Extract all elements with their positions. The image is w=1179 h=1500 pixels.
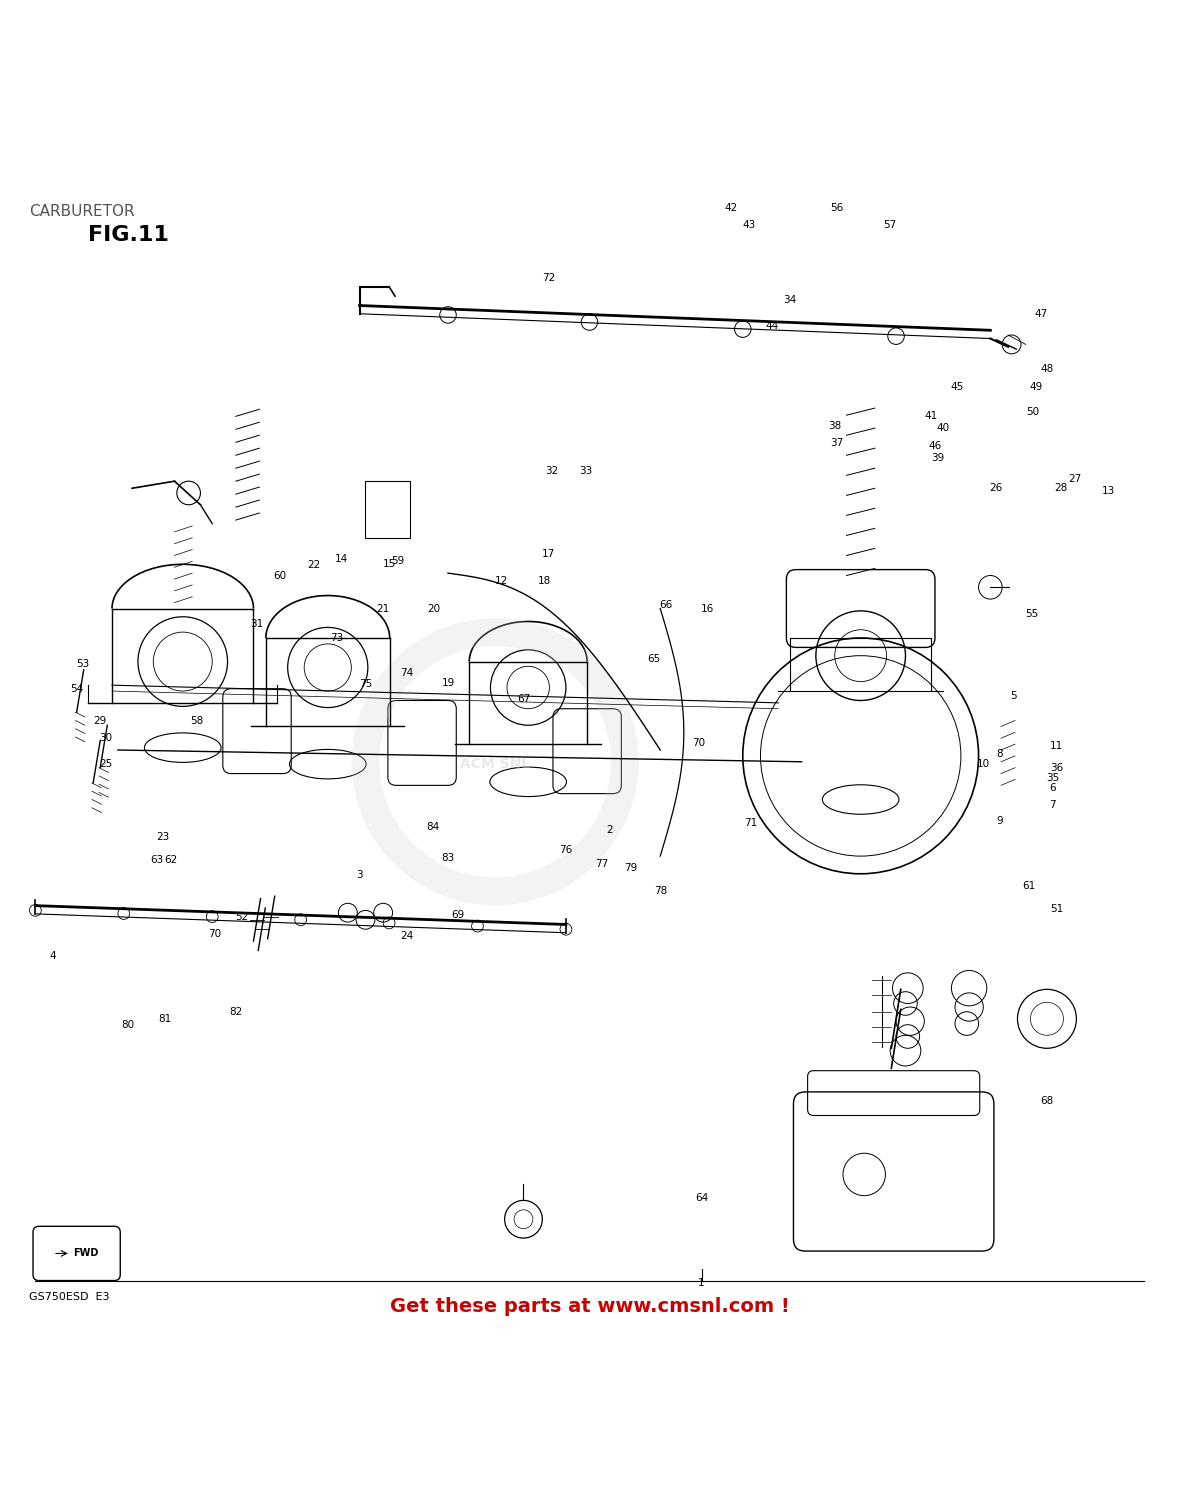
Text: 65: 65 <box>647 654 661 664</box>
Text: 62: 62 <box>164 855 178 864</box>
Text: CARBURETOR: CARBURETOR <box>29 204 136 219</box>
Text: 58: 58 <box>190 716 204 726</box>
Text: 45: 45 <box>950 382 964 392</box>
Text: 10: 10 <box>976 759 990 770</box>
Text: 13: 13 <box>1101 486 1115 495</box>
Text: 9: 9 <box>996 816 1003 825</box>
Text: 34: 34 <box>783 294 797 304</box>
Text: 80: 80 <box>120 1020 134 1029</box>
Text: 44: 44 <box>765 321 779 330</box>
Text: 17: 17 <box>541 549 555 560</box>
Text: 73: 73 <box>330 633 344 644</box>
Text: 51: 51 <box>1049 904 1063 914</box>
Text: 81: 81 <box>158 1014 172 1025</box>
Text: 19: 19 <box>441 678 455 688</box>
Text: 64: 64 <box>694 1192 709 1203</box>
Text: 3: 3 <box>356 870 363 880</box>
Text: 31: 31 <box>250 620 264 628</box>
Text: 68: 68 <box>1040 1096 1054 1107</box>
Text: 15: 15 <box>382 558 396 568</box>
Text: 16: 16 <box>700 603 714 613</box>
Text: 48: 48 <box>1040 364 1054 374</box>
Text: 63: 63 <box>150 855 164 864</box>
Text: 28: 28 <box>1054 483 1068 494</box>
Text: 2: 2 <box>606 825 613 836</box>
Text: 71: 71 <box>744 818 758 828</box>
Text: 22: 22 <box>307 560 321 570</box>
Text: 26: 26 <box>989 483 1003 494</box>
Text: Get these parts at www.cmsnl.com !: Get these parts at www.cmsnl.com ! <box>389 1298 790 1316</box>
Text: 84: 84 <box>426 822 440 831</box>
Text: 54: 54 <box>70 684 84 693</box>
Text: 6: 6 <box>1049 783 1056 792</box>
Text: 49: 49 <box>1029 382 1043 392</box>
Text: 43: 43 <box>742 220 756 231</box>
Text: 77: 77 <box>594 859 608 870</box>
Text: 23: 23 <box>156 833 170 842</box>
Text: 46: 46 <box>928 441 942 452</box>
Text: 14: 14 <box>335 554 349 564</box>
Text: 18: 18 <box>538 576 552 586</box>
Text: 83: 83 <box>441 853 455 864</box>
Text: 29: 29 <box>93 716 107 726</box>
Text: 72: 72 <box>541 273 555 284</box>
Text: 7: 7 <box>1049 801 1056 810</box>
Text: 67: 67 <box>516 694 531 705</box>
Text: 1: 1 <box>698 1278 705 1288</box>
Text: 53: 53 <box>75 658 90 669</box>
Bar <box>365 482 410 538</box>
Text: 12: 12 <box>494 576 508 586</box>
Text: 60: 60 <box>272 570 286 580</box>
Text: 32: 32 <box>545 465 559 476</box>
Text: 11: 11 <box>1049 741 1063 752</box>
Text: 61: 61 <box>1022 880 1036 891</box>
Text: 40: 40 <box>936 423 950 433</box>
Text: 24: 24 <box>400 932 414 942</box>
Text: 50: 50 <box>1026 406 1040 417</box>
Text: 39: 39 <box>930 453 944 462</box>
Text: 33: 33 <box>579 465 593 476</box>
Text: 76: 76 <box>559 844 573 855</box>
Text: 27: 27 <box>1068 474 1082 484</box>
Text: 35: 35 <box>1046 774 1060 783</box>
Text: 30: 30 <box>99 734 113 742</box>
Text: 69: 69 <box>450 910 465 920</box>
Text: 20: 20 <box>427 603 441 613</box>
Text: 25: 25 <box>99 759 113 770</box>
Text: 55: 55 <box>1025 609 1039 619</box>
Text: 70: 70 <box>208 928 222 939</box>
Text: 59: 59 <box>390 556 404 567</box>
Text: 41: 41 <box>924 411 938 422</box>
Text: FIG.11: FIG.11 <box>88 225 170 246</box>
Text: 75: 75 <box>358 680 373 688</box>
Text: 37: 37 <box>830 438 844 448</box>
Text: 36: 36 <box>1049 762 1063 772</box>
Text: 82: 82 <box>229 1007 243 1017</box>
Text: 74: 74 <box>400 669 414 678</box>
Text: 70: 70 <box>692 738 706 748</box>
Text: 38: 38 <box>828 422 842 430</box>
Text: 57: 57 <box>883 220 897 231</box>
Text: 4: 4 <box>50 951 57 962</box>
Text: 66: 66 <box>659 600 673 610</box>
Text: 5: 5 <box>1010 692 1017 700</box>
Text: 21: 21 <box>376 603 390 613</box>
Text: 56: 56 <box>830 202 844 213</box>
Text: GS750ESD  E3: GS750ESD E3 <box>29 1292 110 1302</box>
Text: 8: 8 <box>996 748 1003 759</box>
Text: 47: 47 <box>1034 309 1048 320</box>
Text: 42: 42 <box>724 202 738 213</box>
Text: 52: 52 <box>235 912 249 922</box>
Text: FWD: FWD <box>73 1248 99 1258</box>
Text: ACM SNL: ACM SNL <box>460 758 531 771</box>
Text: 79: 79 <box>624 862 638 873</box>
Text: 78: 78 <box>653 886 667 897</box>
